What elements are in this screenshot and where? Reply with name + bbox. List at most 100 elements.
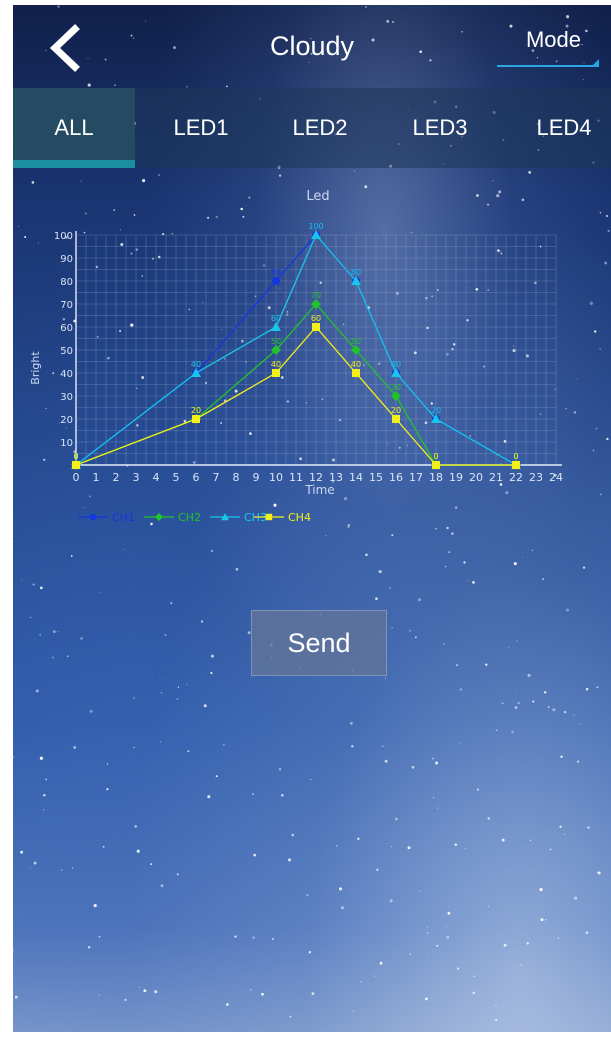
star (549, 848, 552, 851)
star (566, 15, 570, 19)
star (496, 249, 500, 252)
data-point-ch2 (391, 391, 401, 401)
star (426, 931, 429, 934)
data-point-ch3 (391, 368, 401, 377)
star (133, 214, 136, 216)
tab-label: LED4 (536, 115, 592, 140)
star (352, 1010, 354, 1012)
star (469, 435, 472, 437)
star (557, 937, 560, 939)
star (226, 85, 228, 88)
star (134, 825, 138, 828)
mode-button[interactable]: Mode (495, 25, 599, 69)
star (492, 180, 494, 182)
star (528, 170, 532, 174)
star (39, 756, 43, 760)
data-label-ch4: 60 (311, 314, 321, 323)
star (515, 690, 517, 691)
star (21, 579, 23, 581)
star (310, 778, 312, 781)
star (65, 236, 68, 239)
data-label-ch2: 0 (513, 452, 518, 461)
data-label-ch1: 20 (431, 406, 441, 415)
star (254, 295, 257, 298)
star (45, 778, 48, 781)
y-tick-label: 10 (60, 438, 73, 449)
x-tick-label: 24 (549, 471, 563, 484)
back-button[interactable] (43, 23, 87, 73)
star (416, 210, 418, 212)
star (600, 493, 602, 496)
x-tick-label: 3 (133, 471, 140, 484)
led-tab-bar: ALL LED1 LED2 LED3 LED4 (13, 88, 611, 168)
star (45, 50, 47, 52)
star (170, 602, 173, 605)
star (446, 526, 449, 530)
tab-led1[interactable]: LED1 (140, 88, 262, 168)
star (500, 252, 503, 255)
y-tick-label: 20 (60, 415, 73, 426)
star (503, 943, 507, 947)
tab-led2[interactable]: LED2 (259, 88, 381, 168)
x-tick-label: 20 (469, 471, 483, 484)
x-tick-label: 10 (269, 471, 283, 484)
star (388, 586, 391, 589)
star (20, 850, 24, 854)
tab-label: LED1 (173, 115, 229, 140)
star (325, 535, 327, 537)
star (559, 825, 562, 828)
star (252, 936, 255, 940)
star (393, 951, 395, 953)
data-label-ch3: 100 (308, 222, 323, 231)
star (487, 817, 490, 820)
tab-led4[interactable]: LED4 (503, 88, 611, 168)
star (431, 757, 435, 760)
star (583, 62, 585, 64)
page-title: Cloudy (269, 31, 355, 61)
data-point-ch3 (191, 368, 201, 377)
star (220, 422, 223, 424)
star (13, 949, 14, 952)
x-tick-label: 2 (113, 471, 120, 484)
star (376, 868, 379, 871)
star (224, 358, 226, 360)
star (188, 308, 191, 311)
star (395, 291, 399, 295)
star (501, 838, 505, 842)
star (443, 643, 446, 645)
star (565, 24, 569, 28)
tab-led3[interactable]: LED3 (379, 88, 501, 168)
star (467, 287, 469, 289)
data-label-ch4: 40 (271, 360, 281, 369)
star (150, 522, 153, 526)
star (429, 59, 432, 62)
star (379, 961, 383, 965)
star (409, 953, 412, 956)
data-point-ch3 (351, 276, 361, 285)
star (487, 203, 490, 206)
star (378, 570, 382, 574)
tab-all[interactable]: ALL (13, 88, 135, 168)
star (247, 631, 251, 635)
star (241, 339, 244, 343)
send-button[interactable]: Send (251, 610, 387, 676)
star (159, 740, 162, 743)
star (215, 775, 218, 778)
star (65, 427, 67, 429)
star (606, 437, 609, 441)
star (234, 935, 237, 938)
star (513, 345, 515, 347)
star (287, 858, 292, 862)
star (487, 289, 490, 291)
star (106, 788, 109, 791)
mode-label: Mode (525, 27, 581, 52)
star (426, 632, 428, 634)
star (385, 677, 386, 679)
star (594, 330, 597, 333)
star (98, 935, 101, 938)
star (597, 871, 599, 874)
data-label-ch1: 40 (191, 360, 201, 369)
star (424, 997, 428, 1001)
star (482, 365, 486, 368)
star (415, 636, 417, 639)
